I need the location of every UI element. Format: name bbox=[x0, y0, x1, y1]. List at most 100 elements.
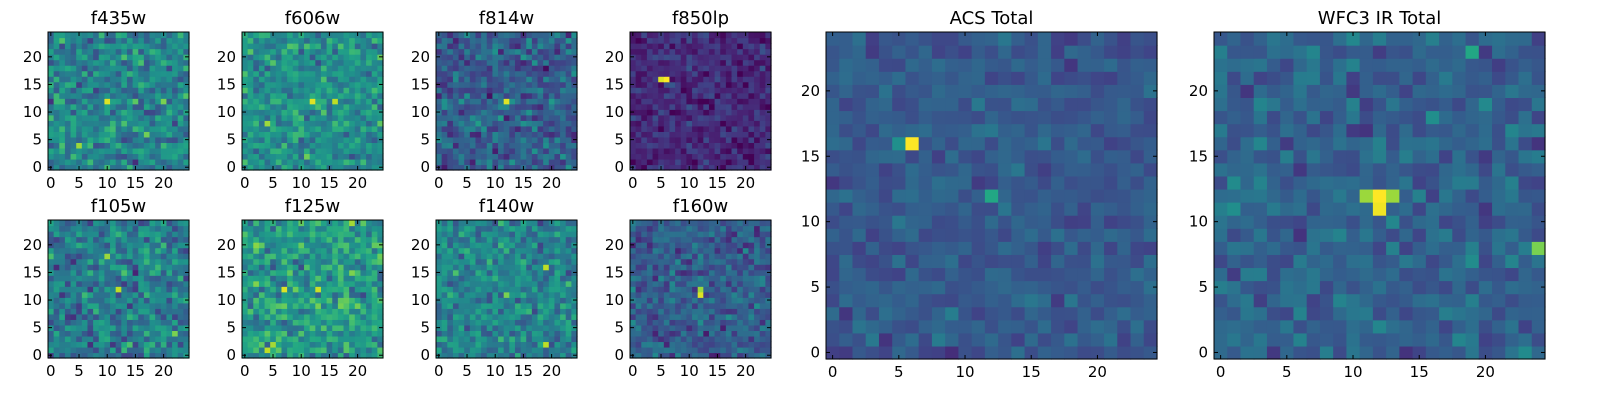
heatmap-cell bbox=[81, 59, 89, 66]
heatmap-cell bbox=[320, 87, 328, 94]
heatmap-cell bbox=[177, 324, 184, 331]
heatmap-cell bbox=[520, 302, 527, 309]
heatmap-cell bbox=[377, 43, 384, 50]
heatmap-cell bbox=[160, 103, 168, 110]
heatmap-cell bbox=[93, 269, 100, 276]
heatmap-cell bbox=[172, 324, 179, 331]
heatmap-cell bbox=[371, 302, 378, 309]
heatmap-cell bbox=[652, 109, 659, 116]
heatmap-cell bbox=[641, 275, 648, 282]
heatmap-cell bbox=[543, 142, 550, 149]
heatmap-cell bbox=[332, 269, 339, 276]
heatmap-cell bbox=[366, 324, 373, 331]
heatmap-cell bbox=[59, 302, 66, 309]
heatmap-cell bbox=[452, 153, 460, 160]
heatmap-cell bbox=[652, 125, 659, 132]
heatmap-cell bbox=[349, 136, 356, 143]
heatmap-cell bbox=[287, 54, 294, 61]
heatmap-cell bbox=[697, 153, 704, 160]
heatmap-cell bbox=[548, 231, 556, 238]
heatmap-cell bbox=[349, 269, 356, 276]
heatmap-cell bbox=[258, 330, 266, 337]
heatmap-cell bbox=[366, 54, 373, 61]
heatmap-cell bbox=[253, 37, 260, 44]
heatmap-cell bbox=[436, 286, 443, 293]
heatmap-cell bbox=[565, 87, 572, 94]
heatmap-cell bbox=[720, 164, 727, 171]
heatmap-cell bbox=[281, 264, 288, 271]
heatmap-cell bbox=[360, 153, 367, 160]
heatmap-cell bbox=[253, 164, 260, 171]
heatmap-cell bbox=[360, 131, 367, 138]
heatmap-cell bbox=[686, 147, 693, 155]
heatmap-cell bbox=[520, 346, 527, 354]
heatmap-cell bbox=[59, 352, 66, 359]
heatmap-cell bbox=[166, 231, 173, 238]
heatmap-cell bbox=[126, 247, 134, 254]
heatmap-cell bbox=[59, 87, 66, 94]
heatmap-cell bbox=[526, 147, 533, 155]
heatmap-cell bbox=[258, 346, 266, 354]
heatmap-cell bbox=[560, 125, 567, 132]
heatmap-cell bbox=[652, 32, 659, 39]
heatmap-cell bbox=[765, 103, 772, 110]
heatmap-cell bbox=[481, 98, 488, 105]
heatmap-cell bbox=[371, 346, 378, 354]
heatmap-cell bbox=[436, 264, 443, 271]
heatmap-cell bbox=[258, 308, 266, 315]
heatmap-cell bbox=[503, 43, 510, 50]
heatmap-cell bbox=[571, 264, 578, 271]
heatmap-cell bbox=[458, 98, 465, 105]
heatmap-cell bbox=[258, 59, 266, 66]
heatmap-cell bbox=[503, 136, 510, 143]
heatmap-cell bbox=[366, 70, 373, 77]
heatmap-cell bbox=[697, 109, 704, 116]
heatmap-cell bbox=[669, 269, 676, 276]
heatmap-cell bbox=[630, 70, 637, 77]
y-tick-label: 5 bbox=[420, 131, 430, 149]
heatmap-cell bbox=[270, 231, 277, 238]
heatmap-cell bbox=[53, 291, 60, 298]
heatmap-cell bbox=[714, 103, 721, 110]
heatmap-cell bbox=[669, 280, 676, 287]
heatmap-cell bbox=[242, 65, 249, 72]
heatmap-cell bbox=[304, 280, 311, 287]
heatmap-cell bbox=[81, 286, 89, 293]
heatmap-cell bbox=[98, 242, 105, 249]
heatmap-cell bbox=[349, 225, 356, 232]
heatmap-cell bbox=[447, 147, 454, 155]
heatmap-cell bbox=[686, 92, 693, 99]
heatmap-cell bbox=[287, 153, 294, 160]
heatmap-cell bbox=[531, 87, 539, 94]
heatmap-cell bbox=[436, 131, 443, 138]
heatmap-cell bbox=[275, 286, 283, 293]
heatmap-cell bbox=[669, 308, 676, 315]
heatmap-cell bbox=[292, 297, 299, 304]
heatmap-cell bbox=[703, 48, 710, 55]
heatmap-cell bbox=[635, 54, 642, 61]
heatmap-cell bbox=[646, 330, 654, 337]
heatmap-cell bbox=[675, 54, 682, 61]
heatmap-cell bbox=[242, 131, 249, 138]
heatmap-cell bbox=[48, 258, 55, 265]
heatmap-cell bbox=[93, 319, 100, 326]
heatmap-cell bbox=[669, 352, 676, 359]
heatmap-cell bbox=[253, 341, 260, 348]
heatmap-cell bbox=[458, 120, 465, 127]
heatmap-cell bbox=[160, 92, 168, 99]
heatmap-cell bbox=[53, 147, 60, 155]
heatmap-cell bbox=[121, 220, 128, 227]
heatmap-cell bbox=[441, 264, 448, 271]
heatmap-cell bbox=[264, 330, 271, 337]
heatmap-cell bbox=[81, 153, 89, 160]
heatmap-cell bbox=[264, 158, 271, 166]
heatmap-cell bbox=[520, 269, 527, 276]
heatmap-cell bbox=[104, 76, 111, 83]
heatmap-cell bbox=[309, 48, 316, 55]
heatmap-cell bbox=[692, 81, 699, 88]
heatmap-cell bbox=[742, 131, 750, 138]
heatmap-cell bbox=[475, 65, 482, 72]
heatmap-cell bbox=[247, 142, 254, 149]
heatmap-cell bbox=[155, 324, 162, 331]
heatmap-cell bbox=[155, 313, 162, 320]
